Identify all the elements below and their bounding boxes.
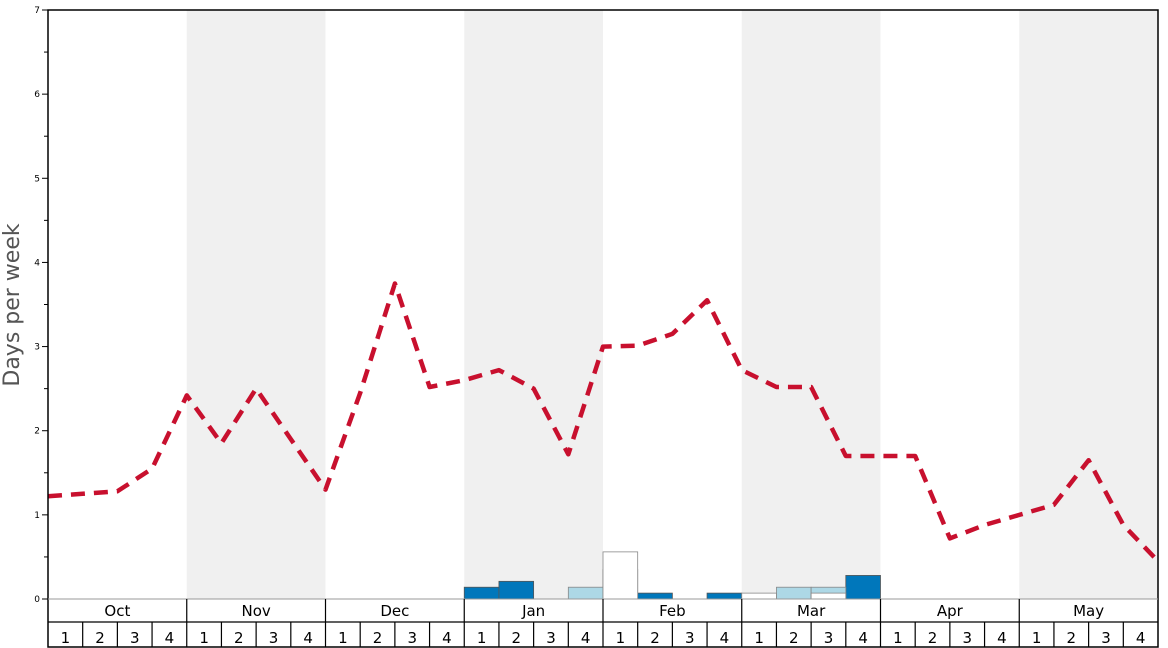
week-label: 1 xyxy=(199,629,209,647)
week-label: 1 xyxy=(616,629,626,647)
bar-light-week-16 xyxy=(567,586,604,600)
week-label: 1 xyxy=(338,629,348,647)
week-label: 2 xyxy=(928,629,938,647)
week-label: 4 xyxy=(997,629,1007,647)
month-label-may: May xyxy=(1073,602,1104,620)
y-tick-label: 5 xyxy=(34,174,40,184)
week-label: 1 xyxy=(1032,629,1042,647)
week-label: 2 xyxy=(512,629,522,647)
y-axis-label: Days per week xyxy=(0,223,25,386)
y-tick-label: 6 xyxy=(34,90,40,100)
month-shade-may xyxy=(1019,10,1158,599)
week-label: 2 xyxy=(789,629,799,647)
bar-outline-week-23 xyxy=(810,592,847,600)
bar-outline-week-17 xyxy=(602,551,639,600)
week-label: 1 xyxy=(893,629,903,647)
week-label: 2 xyxy=(373,629,383,647)
week-label: 3 xyxy=(685,629,695,647)
month-shade-jan xyxy=(464,10,603,599)
x-axis: Oct 1 2 3 4 Nov 1 2 3 4 Dec 1 2 3 4 Jan 1 2 3 4 Feb 1 2 3 4 Mar 1 2… xyxy=(61,599,1146,647)
week-label: 1 xyxy=(754,629,764,647)
y-tick-label: 0 xyxy=(34,595,40,605)
bar-dark-week-24 xyxy=(845,575,881,600)
month-label-nov: Nov xyxy=(241,602,270,620)
month-label-mar: Mar xyxy=(797,602,826,620)
y-tick-label: 2 xyxy=(34,427,40,437)
week-label: 4 xyxy=(165,629,175,647)
bar-dark-week-14 xyxy=(498,580,535,600)
week-label: 2 xyxy=(1067,629,1077,647)
week-label: 4 xyxy=(581,629,591,647)
y-tick-label: 1 xyxy=(34,511,40,521)
month-label-feb: Feb xyxy=(659,602,686,620)
y-axis: 0 1 2 3 4 5 6 7 xyxy=(34,6,48,605)
week-label: 3 xyxy=(546,629,556,647)
average-days-line xyxy=(47,281,1160,563)
week-label: 1 xyxy=(61,629,71,647)
week-label: 4 xyxy=(1136,629,1146,647)
week-label: 1 xyxy=(477,629,487,647)
y-tick-label: 4 xyxy=(34,258,40,268)
y-tick-label: 3 xyxy=(34,343,40,353)
month-shading xyxy=(186,10,1158,599)
month-label-apr: Apr xyxy=(937,602,964,620)
month-label-jan: Jan xyxy=(521,602,545,620)
week-label: 4 xyxy=(303,629,313,647)
week-label: 4 xyxy=(858,629,868,647)
week-label: 3 xyxy=(269,629,279,647)
bar-series xyxy=(463,551,881,600)
month-shade-mar xyxy=(741,10,881,599)
bar-outline-week-21 xyxy=(741,592,777,600)
month-label-oct: Oct xyxy=(104,602,130,620)
bar-dark-week-20 xyxy=(706,592,743,600)
week-label: 2 xyxy=(95,629,105,647)
week-label: 3 xyxy=(130,629,140,647)
week-label: 3 xyxy=(824,629,834,647)
bar-dark-week-18 xyxy=(637,592,673,600)
week-label: 3 xyxy=(407,629,417,647)
week-label: 4 xyxy=(720,629,730,647)
bar-dark-week-13 xyxy=(463,586,500,600)
month-label-dec: Dec xyxy=(380,602,409,620)
week-label: 4 xyxy=(442,629,452,647)
average-line-series xyxy=(47,281,1160,563)
week-label: 2 xyxy=(234,629,244,647)
month-shade-nov xyxy=(186,10,326,599)
week-label: 3 xyxy=(962,629,972,647)
week-label: 2 xyxy=(650,629,660,647)
y-tick-label: 7 xyxy=(34,6,40,16)
week-label: 3 xyxy=(1101,629,1111,647)
bar-light-week-22 xyxy=(776,586,812,600)
